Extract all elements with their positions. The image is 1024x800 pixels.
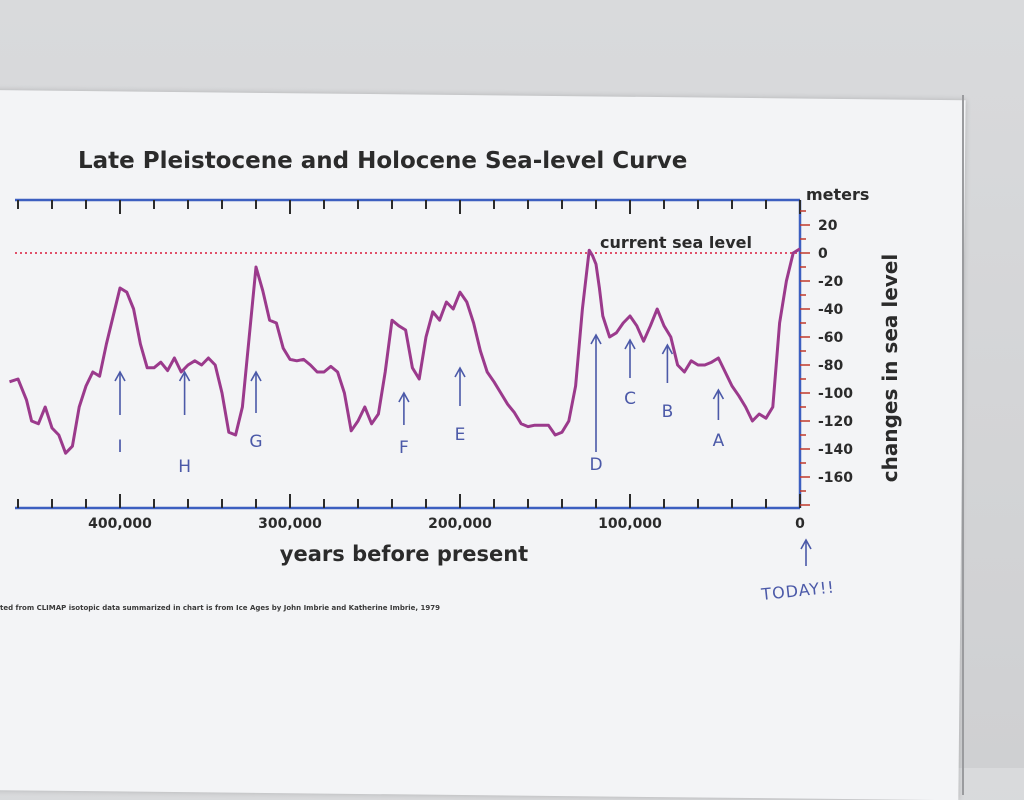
x-tick-label: 0: [795, 516, 805, 532]
y-tick-label: -40: [818, 302, 844, 318]
current-sea-level-label: current sea level: [600, 233, 752, 252]
y-tick-label: -80: [818, 358, 844, 374]
sea-level-chart: 400,000 300,000 200,000 100,000 0 20 0 -20 -40 -…: [9, 185, 902, 604]
annotation-arrowhead-i: [114, 370, 126, 382]
annotation-arrowhead-e: [454, 366, 466, 378]
annotation-arrowhead-a: [712, 388, 725, 400]
x-tick-label: 400,000: [88, 516, 152, 532]
paper-edge: [962, 95, 964, 795]
x-tick-label: 300,000: [258, 516, 322, 532]
chart-title: Late Pleistocene and Holocene Sea-level …: [78, 148, 688, 174]
x-axis-ticks: 400,000 300,000 200,000 100,000 0: [17, 200, 805, 532]
annotation-label-f: F: [399, 438, 409, 458]
y-axis-units: meters: [806, 185, 869, 204]
y-axis-label: changes in sea level: [878, 254, 902, 482]
sea-level-series-line: [9, 247, 801, 455]
y-tick-label: -160: [818, 470, 853, 486]
annotation-arrowhead-b: [661, 343, 674, 355]
handwritten-annotations: I H G F E D C B A: [114, 333, 725, 477]
annotation-label-h: H: [178, 457, 191, 477]
x-tick-label: 100,000: [598, 516, 662, 532]
y-tick-label: 20: [818, 218, 838, 234]
annotation-label-g: G: [249, 432, 262, 452]
y-axis-ticks: 20 0 -20 -40 -60 -80 -100 -120 -140 -160: [800, 210, 853, 506]
source-credit: ted from CLIMAP isotopic data summarized…: [0, 604, 441, 612]
y-tick-label: -120: [818, 414, 853, 430]
annotation-label-a: A: [713, 431, 725, 451]
annotation-arrowhead-d: [590, 333, 602, 345]
annotation-arrowhead-c: [624, 338, 636, 350]
x-tick-label: 200,000: [428, 516, 492, 532]
annotation-arrowhead-g: [250, 370, 262, 382]
annotation-arrowhead-f: [398, 391, 410, 403]
annotation-label-e: E: [455, 425, 466, 445]
annotation-arrowhead-h: [178, 370, 191, 382]
y-tick-label: -20: [818, 274, 844, 290]
y-tick-label: -100: [818, 386, 853, 402]
today-label: TODAY!!: [759, 577, 835, 604]
annotation-label-c: C: [624, 389, 636, 409]
plot-frame: [15, 198, 802, 510]
annotation-label-i: I: [117, 437, 122, 457]
annotation-label-d: D: [589, 455, 602, 475]
y-tick-label: 0: [818, 246, 828, 262]
today-annotation: TODAY!!: [759, 538, 836, 604]
y-tick-label: -140: [818, 442, 853, 458]
annotation-label-b: B: [662, 402, 674, 422]
today-arrowhead: [800, 538, 812, 550]
x-axis-label: years before present: [280, 542, 528, 566]
y-tick-label: -60: [818, 330, 844, 346]
